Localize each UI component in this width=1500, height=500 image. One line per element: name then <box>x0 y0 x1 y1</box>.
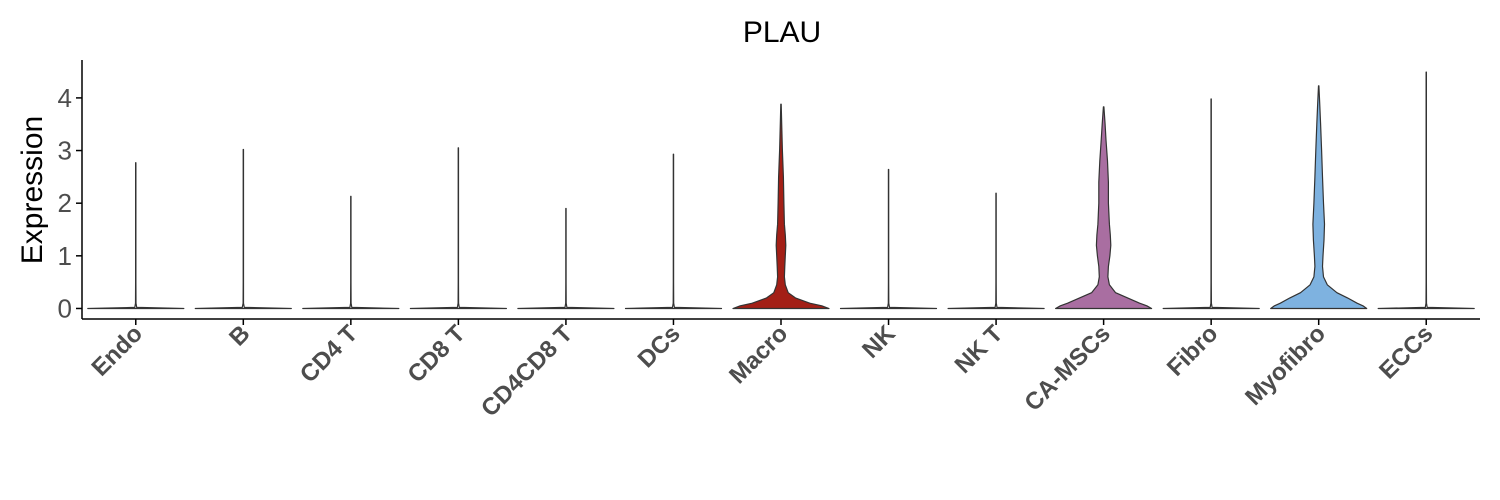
x-tick-label: Endo <box>86 320 148 382</box>
violin-b <box>194 148 292 310</box>
x-tick-label: DCs <box>633 320 686 373</box>
violin-fibro <box>1162 98 1260 310</box>
x-tick-label: CD4 T <box>295 320 363 388</box>
chart-title: PLAU <box>743 16 821 49</box>
violin-cd4-t <box>302 195 400 310</box>
y-axis: 0 1 2 3 4 <box>58 60 83 323</box>
y-tick-label: 3 <box>58 136 72 166</box>
y-tick-label: 4 <box>58 83 72 113</box>
violin-ca-mscs <box>1055 106 1153 310</box>
x-axis: Endo B CD4 T CD8 T CD4CD8 T DCs Macro NK NK T CA-… <box>82 318 1480 422</box>
violin-endo <box>87 162 185 310</box>
violin-cd8-t <box>409 147 507 310</box>
y-tick-label: 2 <box>58 188 72 218</box>
x-tick-label: Fibro <box>1162 320 1224 382</box>
x-tick-label: CA-MSCs <box>1019 320 1115 416</box>
violin-dcs <box>624 153 723 310</box>
y-tick-label: 1 <box>58 241 72 271</box>
violin-macro <box>732 103 830 310</box>
violin-nk-t <box>947 192 1045 310</box>
x-tick-label: Myofibro <box>1240 320 1331 411</box>
x-tick-label: B <box>224 320 255 351</box>
violin-cd4cd8-t <box>517 207 615 310</box>
x-tick-label: Macro <box>724 320 793 389</box>
violin-eccs <box>1377 71 1475 310</box>
violins-group <box>87 71 1475 310</box>
x-tick-label: CD8 T <box>403 320 471 388</box>
x-tick-label: NK <box>857 320 901 364</box>
y-tick-label: 0 <box>58 293 72 323</box>
violin-myofibro <box>1270 85 1368 310</box>
x-tick-label: CD4CD8 T <box>476 320 578 422</box>
x-tick-label: NK T <box>950 320 1009 379</box>
y-axis-label: Expression <box>16 116 49 264</box>
x-tick-label: ECCs <box>1374 320 1438 384</box>
violin-nk <box>839 168 938 310</box>
